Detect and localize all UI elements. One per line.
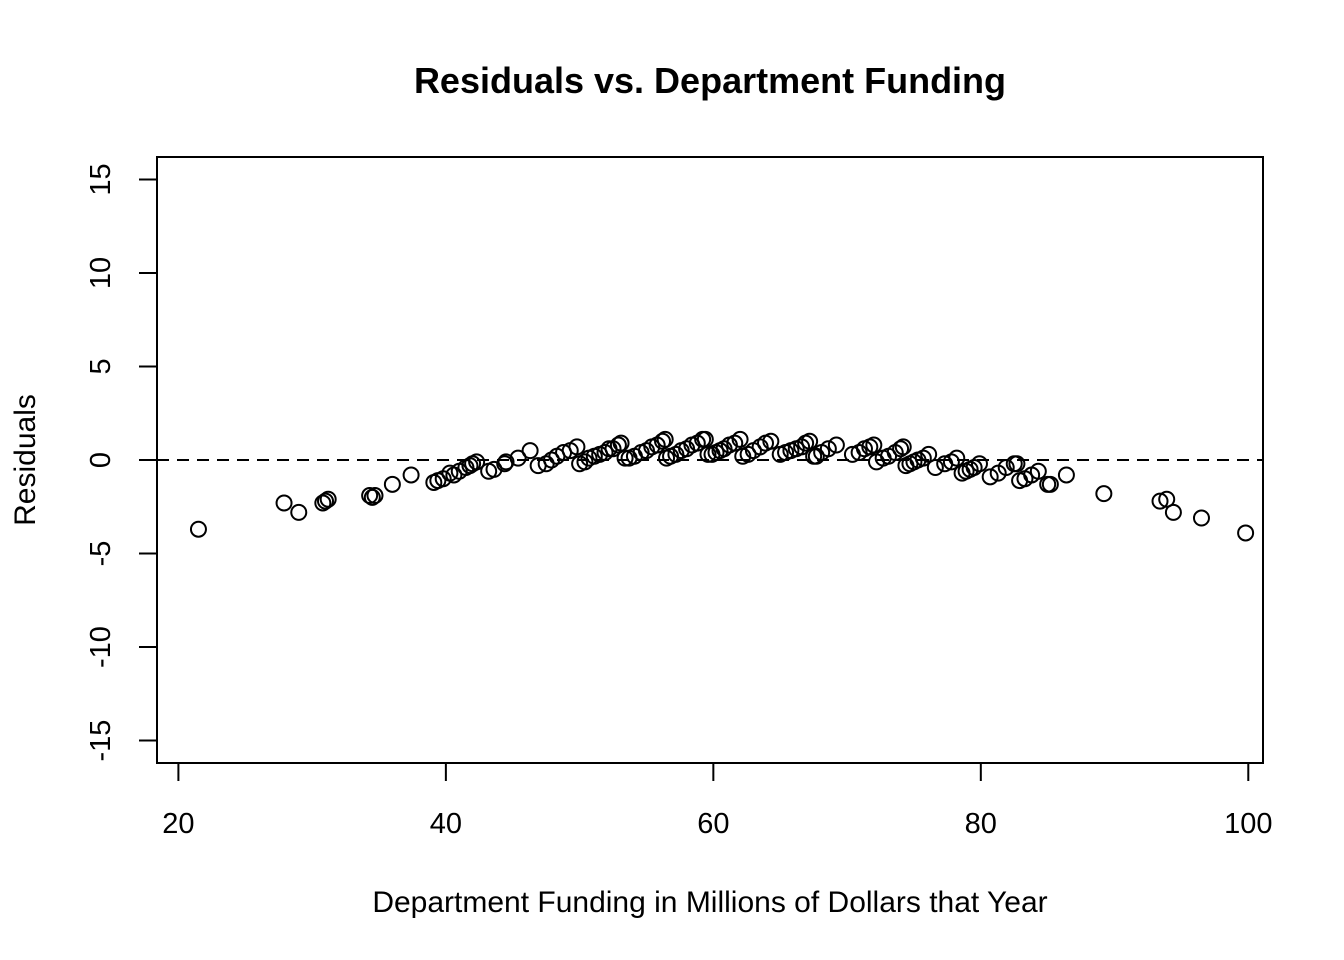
data-point (366, 487, 384, 505)
data-point (616, 449, 634, 467)
y-tick-label: -10 (85, 626, 117, 668)
data-point (609, 436, 627, 454)
y-tick-label: -15 (85, 720, 117, 762)
data-point (317, 492, 335, 510)
data-point (275, 494, 293, 512)
data-point (1008, 455, 1026, 473)
data-point (865, 436, 883, 454)
data-point (1095, 485, 1113, 503)
data-point (596, 444, 614, 462)
data-point (576, 453, 594, 471)
x-tick-label: 40 (430, 808, 462, 840)
data-point (997, 458, 1015, 476)
data-point (699, 445, 717, 463)
x-tick-label: 80 (965, 808, 997, 840)
data-point (1041, 475, 1059, 493)
x-tick-label: 100 (1224, 808, 1272, 840)
chart-title: Residuals vs. Department Funding (414, 60, 1006, 101)
data-point (1164, 503, 1182, 521)
data-point (402, 466, 420, 484)
data-point (892, 440, 910, 458)
data-point (819, 440, 837, 458)
data-point (361, 487, 379, 505)
data-point (1192, 509, 1210, 527)
data-point (656, 430, 674, 448)
data-points (189, 430, 1255, 542)
data-point (1029, 462, 1047, 480)
data-point (1151, 492, 1169, 510)
x-tick-label: 20 (162, 808, 194, 840)
data-point (894, 438, 912, 456)
y-axis: -15 -10 -5 0 5 10 15 (85, 163, 158, 762)
data-point (981, 468, 999, 486)
data-point (1158, 490, 1176, 508)
data-point (970, 455, 988, 473)
data-point (468, 453, 486, 471)
data-point (290, 503, 308, 521)
data-point (731, 430, 749, 448)
x-axis: 20 40 60 80 100 (162, 762, 1272, 840)
data-point (920, 445, 938, 463)
data-point (485, 460, 503, 478)
data-point (521, 442, 539, 460)
data-point (509, 449, 527, 467)
y-tick-label: 15 (85, 163, 117, 195)
data-point (827, 436, 845, 454)
data-point (926, 458, 944, 476)
y-tick-label: 0 (85, 452, 117, 468)
x-tick-label: 60 (697, 808, 729, 840)
data-point (568, 438, 586, 456)
y-tick-label: -5 (85, 541, 117, 567)
data-point (497, 453, 515, 471)
y-tick-label: 10 (85, 257, 117, 289)
data-point (654, 432, 672, 450)
data-point (189, 520, 207, 538)
y-axis-label: Residuals (9, 394, 42, 526)
data-point (319, 490, 337, 508)
data-point (383, 475, 401, 493)
data-point (948, 449, 966, 467)
data-point (1237, 524, 1255, 542)
data-point (1057, 466, 1075, 484)
data-point (363, 488, 381, 506)
x-axis-label: Department Funding in Millions of Dollar… (372, 886, 1047, 919)
y-tick-label: 5 (85, 358, 117, 374)
data-point (762, 432, 780, 450)
